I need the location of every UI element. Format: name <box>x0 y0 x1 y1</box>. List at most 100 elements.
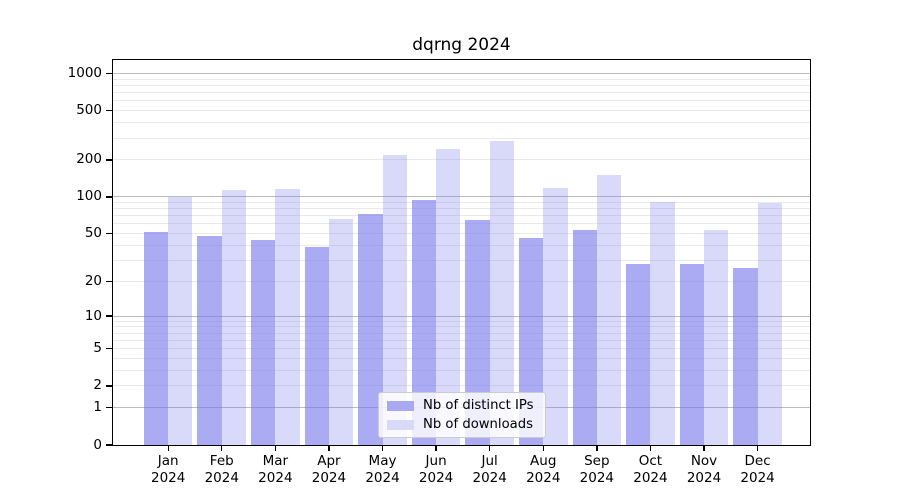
x-tick <box>703 446 705 451</box>
minor-gridline <box>113 320 810 322</box>
y-tick <box>106 232 112 235</box>
y-tick <box>106 385 112 387</box>
y-tick-label: 20 <box>84 272 102 289</box>
y-tick-label: 1 <box>93 399 102 416</box>
bar-downloads-jan <box>168 196 193 445</box>
minor-gridline <box>113 92 810 94</box>
y-tick-label: 0 <box>93 436 102 453</box>
plot-area-grid <box>113 60 810 445</box>
legend-swatch-distinct-ips <box>387 400 414 411</box>
y-tick-label: 500 <box>76 102 102 119</box>
x-tick-label: Oct 2024 <box>633 453 668 486</box>
minor-gridline <box>113 259 810 261</box>
plot-area-bars <box>113 60 810 445</box>
x-tick-label: Dec 2024 <box>740 453 775 486</box>
bar-ips-sep <box>572 229 597 445</box>
minor-gridline <box>113 280 810 282</box>
minor-gridline <box>113 233 810 235</box>
x-tick <box>167 446 169 451</box>
x-tick-label: Apr 2024 <box>311 453 347 486</box>
y-tick <box>106 110 112 112</box>
minor-gridline <box>113 332 810 334</box>
bar-ips-apr <box>304 246 329 445</box>
minor-gridline <box>113 339 810 341</box>
minor-gridline <box>113 357 810 359</box>
x-tick-label: Jun 2024 <box>418 453 454 486</box>
legend-item-downloads: Nb of downloads <box>387 417 537 433</box>
bar-ips-oct <box>626 263 651 445</box>
x-tick-label: Sep 2024 <box>579 453 615 486</box>
bar-downloads-aug <box>543 187 568 445</box>
y-tick <box>106 72 112 75</box>
minor-gridline <box>113 122 810 124</box>
x-tick-label: Feb 2024 <box>204 453 239 486</box>
minor-gridline <box>113 326 810 328</box>
y-tick-label: 2 <box>93 377 102 394</box>
minor-gridline <box>113 201 810 203</box>
y-tick <box>106 280 112 282</box>
major-gridline <box>113 196 810 198</box>
y-tick <box>106 159 112 161</box>
x-tick-label: Jan 2024 <box>151 453 186 486</box>
minor-gridline <box>113 100 810 102</box>
minor-gridline <box>113 348 810 350</box>
x-tick-label: Mar 2024 <box>258 453 293 486</box>
minor-gridline <box>113 369 810 371</box>
minor-gridline <box>113 223 810 225</box>
x-tick-label: May 2024 <box>365 453 400 486</box>
bar-downloads-nov <box>704 229 729 445</box>
x-tick <box>381 446 384 451</box>
legend-swatch-downloads <box>387 419 414 430</box>
y-tick <box>106 444 112 446</box>
bar-downloads-sep <box>596 174 622 445</box>
bar-ips-dec <box>733 267 758 445</box>
bar-downloads-apr <box>328 218 354 445</box>
legend-item-distinct-ips: Nb of distinct IPs <box>387 398 537 414</box>
x-tick <box>596 446 598 451</box>
minor-gridline <box>113 208 810 210</box>
y-tick <box>106 347 112 350</box>
y-tick <box>106 315 112 317</box>
y-tick-label: 5 <box>93 340 102 357</box>
bar-downloads-feb <box>221 189 247 445</box>
bar-downloads-dec <box>757 203 782 445</box>
minor-gridline <box>113 137 810 139</box>
major-gridline <box>113 73 810 74</box>
minor-gridline <box>113 385 810 387</box>
legend-label-distinct-ips: Nb of distinct IPs <box>423 397 534 413</box>
x-tick-label: Aug 2024 <box>526 453 561 486</box>
y-tick-label: 200 <box>76 151 102 168</box>
minor-gridline <box>113 244 810 246</box>
bar-ips-jan <box>143 231 169 445</box>
y-tick-label: 1000 <box>67 65 102 81</box>
x-tick <box>756 446 759 451</box>
major-gridline <box>113 315 810 317</box>
x-tick <box>542 446 544 451</box>
minor-gridline <box>113 78 810 80</box>
chart-title: dqrng 2024 <box>412 35 511 55</box>
bar-ips-mar <box>251 240 276 445</box>
x-tick <box>488 446 491 451</box>
x-tick <box>435 446 437 451</box>
minor-gridline <box>113 84 810 86</box>
legend-label-downloads: Nb of downloads <box>423 416 533 432</box>
y-tick <box>106 196 112 198</box>
bar-downloads-oct <box>650 202 675 445</box>
minor-gridline <box>113 215 810 217</box>
x-tick <box>649 446 652 451</box>
bar-ips-nov <box>679 263 704 445</box>
y-tick <box>106 407 112 409</box>
y-tick-label: 100 <box>76 188 102 205</box>
x-tick <box>221 446 223 451</box>
y-tick-label: 50 <box>84 225 102 242</box>
x-tick-label: Jul 2024 <box>472 453 507 486</box>
y-tick-label: 10 <box>84 307 102 324</box>
legend: Nb of distinct IPs Nb of downloads <box>378 392 546 438</box>
x-tick <box>274 446 277 451</box>
bar-ips-feb <box>197 235 222 445</box>
x-tick <box>328 446 330 451</box>
minor-gridline <box>113 110 810 112</box>
minor-gridline <box>113 159 810 161</box>
bar-downloads-mar <box>275 189 300 445</box>
